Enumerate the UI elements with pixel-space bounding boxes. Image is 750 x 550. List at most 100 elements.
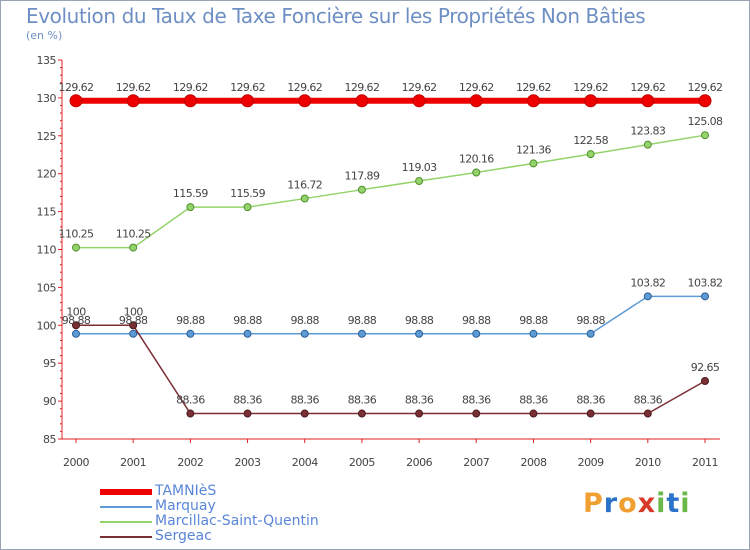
data-label: 123.83 — [630, 125, 665, 138]
data-label: 129.62 — [116, 81, 151, 94]
data-label: 129.62 — [230, 81, 265, 94]
data-label: 88.36 — [233, 394, 262, 407]
proxiti-logo: Proxiti — [583, 488, 691, 519]
x-tick-label: 2002 — [177, 456, 203, 469]
data-label: 115.59 — [173, 187, 208, 200]
y-tick-label: 85 — [43, 433, 56, 446]
data-label: 98.88 — [119, 314, 148, 327]
data-point — [529, 159, 538, 168]
data-point — [586, 409, 595, 418]
data-point — [472, 409, 481, 418]
data-point — [69, 94, 83, 108]
legend-label: Sergeac — [155, 528, 212, 544]
series-line — [76, 324, 706, 415]
data-point — [698, 94, 712, 108]
data-point — [643, 140, 652, 149]
legend-label: Marquay — [155, 498, 216, 514]
data-label: 103.82 — [688, 276, 723, 289]
data-point — [529, 329, 538, 338]
data-label: 129.62 — [287, 81, 322, 94]
data-label: 98.88 — [519, 314, 548, 327]
data-point — [186, 409, 195, 418]
data-point — [243, 203, 252, 212]
data-point — [526, 94, 540, 108]
data-point — [126, 94, 140, 108]
data-label: 98.88 — [576, 314, 605, 327]
data-point — [355, 94, 369, 108]
data-label: 129.62 — [173, 81, 208, 94]
logo-letter: o — [618, 488, 638, 519]
data-point — [300, 409, 309, 418]
data-label: 129.62 — [688, 81, 723, 94]
data-point — [129, 321, 138, 330]
data-point — [586, 329, 595, 338]
data-label: 88.36 — [176, 394, 205, 407]
y-tick-label: 125 — [37, 130, 57, 143]
data-label: 117.89 — [344, 170, 379, 183]
data-label: 129.62 — [402, 81, 437, 94]
x-tick-label: 2001 — [120, 456, 146, 469]
data-point — [469, 94, 483, 108]
data-point — [641, 94, 655, 108]
chart-title: Evolution du Taux de Taxe Foncière sur l… — [26, 4, 646, 28]
data-label: 120.16 — [459, 152, 494, 165]
data-label: 88.36 — [290, 394, 319, 407]
data-point — [243, 329, 252, 338]
y-tick-label: 135 — [37, 54, 57, 67]
legend-item: Marquay — [100, 499, 319, 514]
y-tick-label: 130 — [37, 92, 57, 105]
y-tick-label: 90 — [43, 395, 56, 408]
data-label: 129.62 — [59, 81, 94, 94]
data-label: 92.65 — [691, 361, 720, 374]
data-label: 98.88 — [348, 314, 377, 327]
data-point — [183, 94, 197, 108]
data-label: 88.36 — [348, 394, 377, 407]
data-point — [472, 329, 481, 338]
data-point — [529, 409, 538, 418]
data-label: 88.36 — [405, 394, 434, 407]
x-tick-label: 2007 — [463, 456, 489, 469]
data-point — [298, 94, 312, 108]
data-label: 98.88 — [233, 314, 262, 327]
x-tick-label: 2010 — [635, 456, 661, 469]
data-label: 98.88 — [176, 314, 205, 327]
data-point — [72, 321, 80, 330]
legend-label: Marcillac-Saint-Quentin — [155, 513, 319, 529]
logo-letter: x — [637, 488, 657, 519]
data-label: 98.88 — [62, 314, 91, 327]
logo-letter: i — [680, 488, 691, 519]
data-point — [415, 177, 424, 186]
data-label: 88.36 — [462, 394, 491, 407]
data-point — [357, 329, 366, 338]
x-tick-label: 2004 — [292, 456, 318, 469]
y-tick-label: 110 — [37, 244, 57, 257]
x-tick-label: 2006 — [406, 456, 432, 469]
data-point — [129, 329, 138, 338]
x-tick-label: 2009 — [578, 456, 604, 469]
data-label: 122.58 — [573, 134, 608, 147]
data-point — [72, 243, 80, 252]
y-tick-label: 100 — [37, 319, 57, 332]
data-label: 129.62 — [630, 81, 665, 94]
data-point — [243, 409, 252, 418]
data-point — [129, 243, 138, 252]
legend-swatch-marquay — [100, 505, 152, 508]
data-label: 125.08 — [688, 115, 723, 128]
data-label: 88.36 — [519, 394, 548, 407]
data-point — [415, 409, 424, 418]
y-tick-label: 115 — [37, 206, 57, 219]
unit-label: (en %) — [26, 29, 63, 42]
logo-letter: t — [666, 488, 681, 519]
x-tick-label: 2005 — [349, 456, 375, 469]
data-point — [241, 94, 255, 108]
data-label: 110.25 — [116, 228, 151, 241]
data-label: 116.72 — [287, 179, 322, 192]
legend-swatch-sergeac — [100, 535, 152, 538]
data-point — [412, 94, 426, 108]
y-tick-label: 105 — [37, 281, 57, 294]
data-label: 115.59 — [230, 187, 265, 200]
legend-label: TAMNIèS — [155, 483, 217, 499]
data-label: 98.88 — [290, 314, 319, 327]
